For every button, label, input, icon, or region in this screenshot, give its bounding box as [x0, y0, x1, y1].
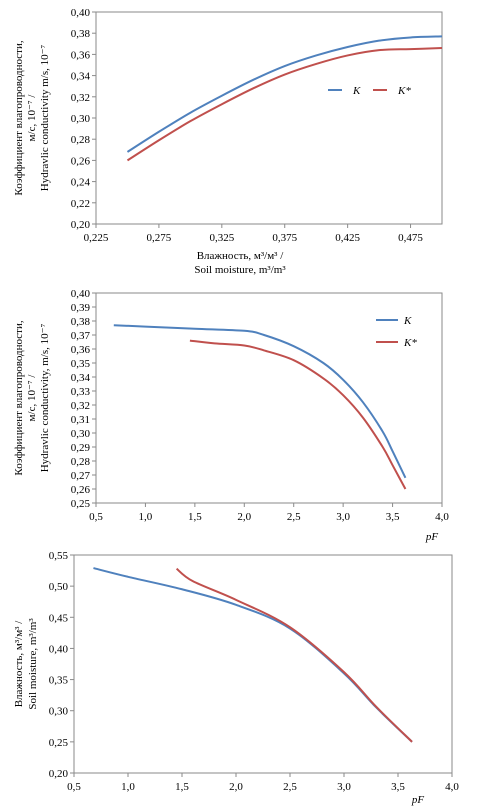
y-tick-label: 0,35	[71, 358, 91, 370]
x-axis-title-line: Soil moisture, m³/m³	[194, 264, 286, 276]
y-tick-label: 0,32	[71, 92, 90, 104]
y-tick-label: 0,31	[71, 414, 90, 426]
legend-label: K	[403, 315, 412, 327]
x-axis-title-line: pF	[425, 531, 439, 543]
y-tick-label: 0,39	[71, 302, 91, 314]
y-tick-label: 0,26	[71, 155, 91, 167]
y-axis-title-line: Влажность, м³/м³ /	[13, 620, 25, 707]
y-tick-label: 0,38	[71, 316, 91, 328]
x-axis-title-line: pF	[411, 794, 425, 806]
x-tick-label: 1,5	[175, 781, 189, 793]
x-tick-label: 2,5	[287, 511, 301, 523]
y-tick-label: 0,29	[71, 442, 91, 454]
y-tick-label: 0,40	[71, 7, 91, 19]
y-tick-label: 0,28	[71, 456, 91, 468]
y-tick-label: 0,22	[71, 198, 90, 210]
y-tick-label: 0,50	[49, 581, 69, 593]
y-axis-title-line: Hydravlic conductivity m/s, 10⁻⁷	[39, 45, 51, 192]
y-tick-label: 0,40	[71, 288, 91, 300]
y-tick-label: 0,40	[49, 643, 69, 655]
x-tick-label: 1,0	[139, 511, 153, 523]
x-tick-label: 0,225	[84, 232, 109, 244]
plot-area-frame	[95, 292, 443, 504]
y-tick-label: 0,27	[71, 470, 91, 482]
x-tick-label: 1,5	[188, 511, 202, 523]
y-tick-label: 0,28	[71, 134, 91, 146]
legend-label: K*	[403, 337, 417, 349]
y-tick-label: 0,36	[71, 344, 91, 356]
x-tick-label: 0,5	[89, 511, 103, 523]
x-tick-label: 4,0	[445, 781, 459, 793]
x-tick-label: 0,275	[147, 232, 172, 244]
y-axis-title-line: Коэффициент влагопроводности,	[13, 320, 25, 475]
y-tick-label: 0,30	[71, 113, 91, 125]
y-axis-title-line: Коэффициент влагопроводности,	[13, 40, 25, 195]
series-line-k-star	[189, 339, 407, 490]
legend: K K*	[376, 315, 417, 349]
y-tick-label: 0,30	[49, 706, 69, 718]
y-axis-title-line: Hydravlic conductivity, m/s, 10⁻⁷	[39, 324, 51, 473]
x-axis-title-line: Влажность, м³/м³ /	[197, 250, 284, 262]
chart-2: 0,25 0,26 0,27 0,28 0,29 0,30 0,31 0,32 0,33 0,34…	[13, 288, 449, 543]
y-tick-label: 0,25	[49, 737, 69, 749]
x-tick-label: 3,0	[336, 511, 350, 523]
x-tick-label: 3,5	[391, 781, 405, 793]
y-axis-title-line: м/с, 10⁻⁷ /	[26, 374, 38, 422]
y-axis-title-line: м/с, 10⁻⁷ /	[26, 94, 38, 142]
y-tick-label: 0,33	[71, 386, 91, 398]
x-tick-label: 0,475	[398, 232, 423, 244]
series-line-k	[126, 35, 443, 153]
y-axis-title-line: Soil moisture, m³/m³	[27, 618, 39, 710]
y-tick-label: 0,38	[71, 28, 91, 40]
legend-label: K	[352, 85, 361, 97]
series-line-1	[93, 567, 413, 743]
y-tick-label: 0,34	[71, 71, 91, 83]
x-tick-label: 0,325	[209, 232, 234, 244]
series-line-k-star	[126, 47, 443, 162]
x-tick-label: 4,0	[435, 511, 449, 523]
x-tick-label: 2,0	[229, 781, 243, 793]
y-tick-label: 0,35	[49, 675, 69, 687]
series-line-k	[113, 324, 407, 479]
y-tick-label: 0,25	[71, 498, 91, 510]
y-tick-label: 0,55	[49, 550, 69, 562]
y-tick-label: 0,32	[71, 400, 90, 412]
x-tick-label: 3,0	[337, 781, 351, 793]
x-tick-label: 0,5	[67, 781, 81, 793]
y-tick-label: 0,20	[49, 768, 69, 780]
x-tick-label: 0,375	[272, 232, 297, 244]
y-tick-label: 0,26	[71, 484, 91, 496]
legend: K K*	[328, 85, 411, 97]
x-tick-label: 0,425	[335, 232, 360, 244]
y-tick-label: 0,24	[71, 177, 91, 189]
y-tick-label: 0,34	[71, 372, 91, 384]
y-tick-label: 0,45	[49, 612, 69, 624]
x-tick-label: 2,0	[237, 511, 251, 523]
y-tick-label: 0,37	[71, 330, 91, 342]
x-tick-label: 3,5	[386, 511, 400, 523]
chart-1: 0,20 0,22 0,24 0,26 0,28 0,30 0,32 0,34 0,36 0,38…	[13, 7, 443, 276]
y-tick-label: 0,20	[71, 219, 91, 231]
y-tick-label: 0,30	[71, 428, 91, 440]
plot-area-frame	[95, 11, 443, 225]
series-line-2	[175, 567, 413, 743]
chart-3: 0,20 0,25 0,30 0,35 0,40 0,45 0,50 0,55 0,5 1,0 1,…	[13, 550, 459, 806]
legend-label: K*	[397, 85, 411, 97]
y-tick-label: 0,36	[71, 49, 91, 61]
plot-area-frame	[73, 554, 453, 774]
x-tick-label: 1,0	[121, 781, 135, 793]
x-tick-label: 2,5	[283, 781, 297, 793]
